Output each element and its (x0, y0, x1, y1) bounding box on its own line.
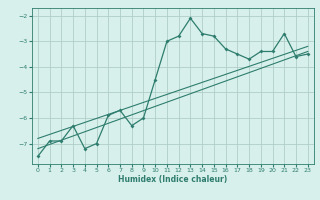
X-axis label: Humidex (Indice chaleur): Humidex (Indice chaleur) (118, 175, 228, 184)
